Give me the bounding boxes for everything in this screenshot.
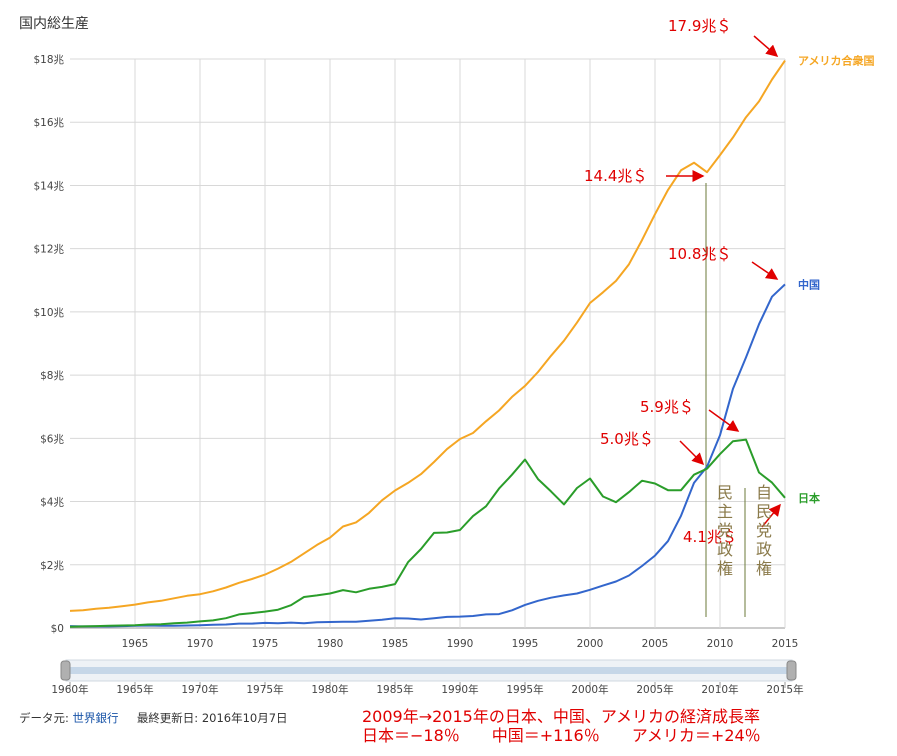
range-tick-label: 1965年 (116, 683, 153, 696)
policy-label-char: 権 (756, 559, 772, 578)
range-tick-label: 2000年 (571, 683, 608, 696)
policy-label-char: 民 (756, 502, 772, 521)
summary-line-2: 日本＝−18％ 中国＝+116％ アメリカ＝+24％ (362, 726, 761, 745)
last-updated: 最終更新日: 2016年10月7日 (136, 711, 288, 725)
policy-label-char: 自 (756, 483, 772, 502)
x-tick-label: 1980 (317, 638, 344, 650)
range-tick-label: 1960年 (51, 683, 88, 696)
y-tick-label: $14兆 (33, 180, 64, 192)
annotation-arrow (753, 35, 779, 57)
policy-label-char: 政 (717, 540, 733, 559)
annotation-label: 4.1兆＄ (683, 528, 737, 546)
grid (70, 58, 786, 629)
y-axis-ticks: $0 $2兆 $4兆 $6兆 $8兆 $10兆 $12兆 $14兆 $16兆 $18兆 (33, 54, 64, 635)
annotation-label: 10.8兆＄ (668, 245, 731, 263)
series-line (69, 438, 786, 628)
x-tick-label: 1965 (122, 638, 149, 650)
range-tick-label: 1985年 (376, 683, 413, 696)
annotation-label: 5.9兆＄ (640, 398, 694, 416)
y-tick-label: $18兆 (33, 54, 64, 66)
line-chart: $0$2兆$4兆$6兆$8兆$10兆$12兆$14兆$16兆$18兆 1965 1… (33, 17, 874, 696)
annotation-label: 5.0兆＄ (600, 430, 654, 448)
x-tick-label: 2015 (772, 638, 799, 650)
range-slider: 1960年 1965年 1970年 1975年 1980年 1985年 1990年 1995年… (51, 659, 804, 696)
source-prefix: データ元: (19, 711, 69, 725)
policy-divider-lines (705, 183, 746, 617)
range-tick-label: 1970年 (181, 683, 218, 696)
series-label: アメリカ合衆国 (798, 54, 874, 68)
x-tick-label: 1970 (187, 638, 214, 650)
series-lines (69, 60, 786, 628)
y-tick-label: $4兆 (40, 497, 64, 509)
series-line (69, 283, 786, 628)
y-tick-label: $2兆 (40, 560, 64, 572)
y-tick-label: $8兆 (40, 370, 64, 382)
data-source: データ元: 世界銀行 最終更新日: 2016年10月7日 (19, 710, 288, 726)
series-line (69, 60, 786, 612)
y-tick-label: $10兆 (33, 307, 64, 319)
range-tick-label: 1980年 (311, 683, 348, 696)
x-tick-label: 1990 (447, 638, 474, 650)
policy-label-char: 民 (717, 483, 733, 502)
y-tick-label: $12兆 (33, 244, 64, 256)
range-selection (66, 667, 792, 674)
chart-title: 国内総生産 (19, 16, 89, 32)
annotation-arrow (708, 409, 740, 432)
annotation-arrow (761, 503, 781, 528)
x-tick-label: 2010 (707, 638, 734, 650)
range-handle-right[interactable] (786, 660, 797, 681)
range-tick-label: 1990年 (441, 683, 478, 696)
range-tick-label: 2015年 (766, 683, 803, 696)
x-tick-label: 2000 (577, 638, 604, 650)
growth-summary: 2009年→2015年の日本、中国、アメリカの経済成長率 日本＝−18％ 中国＝… (362, 707, 761, 745)
range-tick-label: 1975年 (246, 683, 283, 696)
summary-line-1: 2009年→2015年の日本、中国、アメリカの経済成長率 (362, 707, 761, 726)
annotations: 17.9兆＄14.4兆＄10.8兆＄5.9兆＄5.0兆＄4.1兆＄民主党政権自民… (584, 17, 772, 578)
policy-label-char: 権 (717, 559, 733, 578)
annotation-label: 17.9兆＄ (668, 17, 731, 35)
policy-label-char: 政 (756, 540, 772, 559)
annotation-arrow (751, 261, 779, 280)
range-tick-label: 2005年 (636, 683, 673, 696)
x-tick-label: 1995 (512, 638, 539, 650)
x-tick-label: 1985 (382, 638, 409, 650)
x-tick-label: 1975 (252, 638, 279, 650)
annotation-label: 14.4兆＄ (584, 167, 647, 185)
source-link[interactable]: 世界銀行 (72, 711, 119, 725)
series-label: 日本 (798, 491, 820, 505)
x-axis-ticks: 1965 1970 1975 1980 1985 1990 1995 2000 2005 2010… (122, 638, 799, 650)
series-label: 中国 (798, 277, 820, 291)
range-tick-label: 2010年 (701, 683, 738, 696)
annotation-arrows (666, 35, 781, 528)
y-tick-label: $16兆 (33, 117, 64, 129)
range-tick-label: 1995年 (506, 683, 543, 696)
policy-label-char: 主 (717, 502, 733, 521)
range-handle-left[interactable] (60, 660, 71, 681)
annotation-arrow (679, 440, 705, 466)
policy-label-char: 党 (756, 521, 772, 540)
x-tick-label: 2005 (642, 638, 669, 650)
y-tick-label: $6兆 (40, 433, 64, 445)
policy-label-char: 党 (717, 521, 733, 540)
y-tick-label: $0 (51, 623, 64, 635)
